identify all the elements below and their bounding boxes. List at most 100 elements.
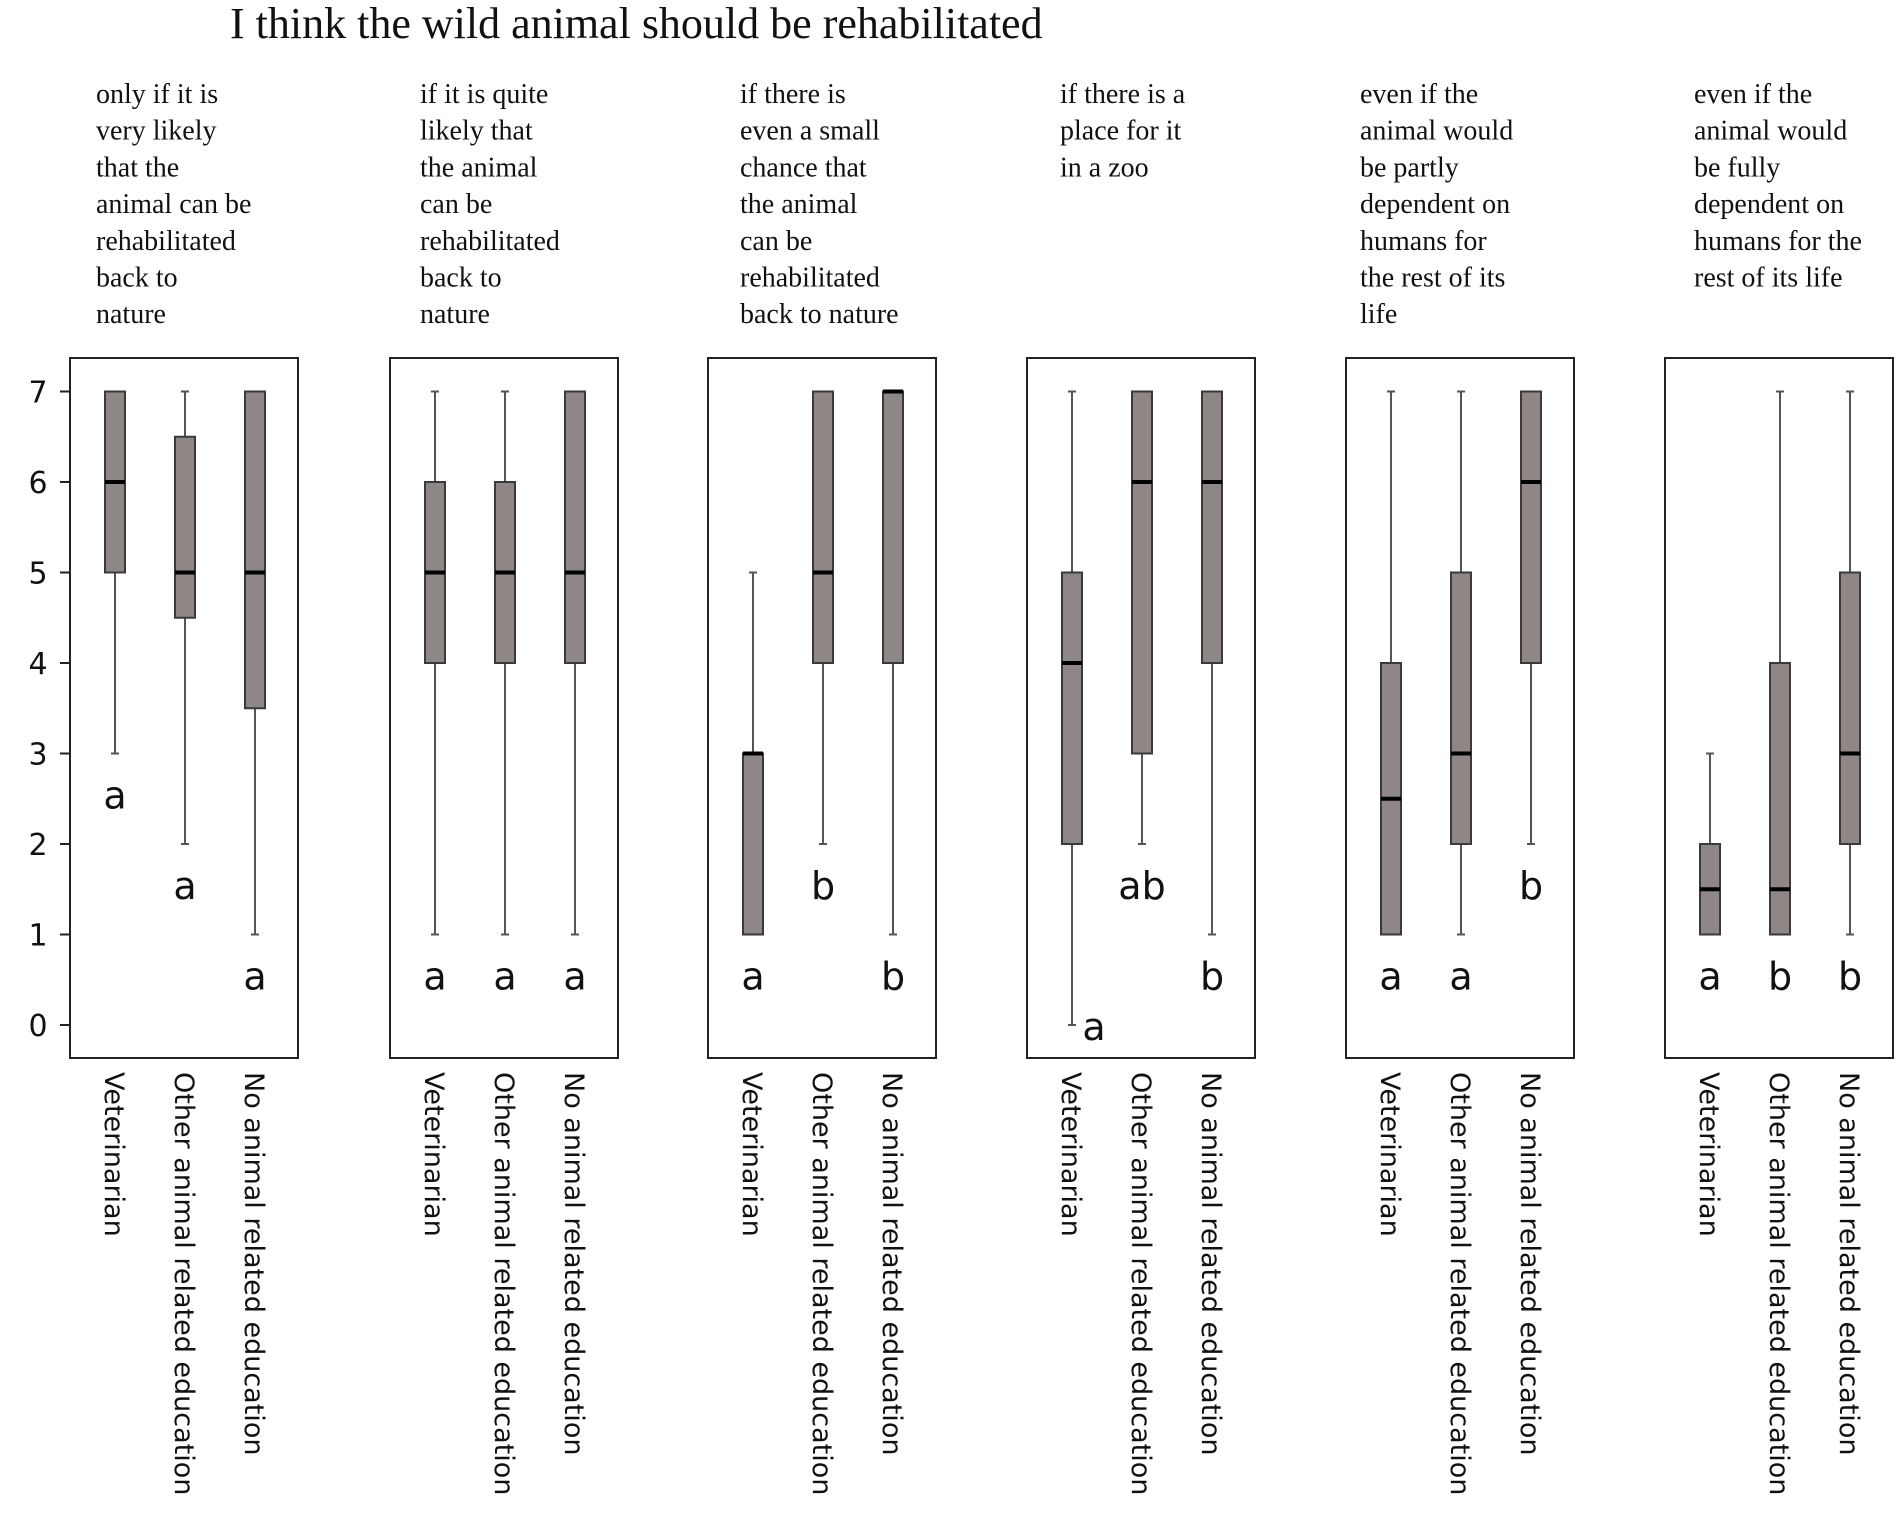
boxplot-2: a xyxy=(493,390,517,999)
significance-letter: a xyxy=(1082,1005,1105,1049)
category-label: Other animal related education xyxy=(488,1072,519,1495)
boxplot-2: a xyxy=(173,390,197,908)
category-label: No animal related education xyxy=(1833,1072,1864,1455)
category-label: Veterinarian xyxy=(98,1072,129,1237)
category-label: No animal related education xyxy=(558,1072,589,1455)
panel-caption-line: if it is quite xyxy=(420,79,548,110)
boxplot-3: b xyxy=(1838,390,1862,999)
panel-caption-line: even a small xyxy=(740,116,880,147)
panel-caption-line: can be xyxy=(740,226,812,257)
box-iqr xyxy=(1839,571,1861,845)
boxplot-3: a xyxy=(243,390,267,999)
significance-letter: a xyxy=(563,955,586,999)
panel-caption-line: if there is xyxy=(740,79,846,110)
panel-caption-line: dependent on xyxy=(1360,189,1510,220)
panel-caption-line: back to xyxy=(96,263,178,294)
category-label: Veterinarian xyxy=(1055,1072,1086,1237)
y-axis: 0 1 2 3 4 5 6 7 xyxy=(28,376,70,1044)
category-label: Other animal related education xyxy=(806,1072,837,1495)
chart-title: I think the wild animal should be rehabi… xyxy=(230,0,1043,48)
category-label: Other animal related education xyxy=(1125,1072,1156,1495)
panel-frame xyxy=(389,357,619,1059)
panel-caption: only if it is very likely that the animal c… xyxy=(96,79,251,330)
box-iqr xyxy=(882,390,904,664)
panel-caption-line: animal can be xyxy=(96,189,251,220)
panel-caption-line: very likely xyxy=(96,116,217,147)
boxplot-3: b xyxy=(881,389,905,999)
panel-caption-line: be fully xyxy=(1694,152,1780,183)
panel-caption-line: nature xyxy=(420,299,490,330)
y-tick-label: 7 xyxy=(28,376,47,411)
y-tick-label: 4 xyxy=(28,647,47,682)
panel-1: only if it is very likely that the animal c… xyxy=(69,79,299,1495)
box-iqr xyxy=(812,390,834,664)
panel-caption-line: the rest of its xyxy=(1360,263,1505,294)
boxplot-3: b xyxy=(1200,390,1224,999)
significance-letter: a xyxy=(173,864,196,908)
category-label: No animal related education xyxy=(238,1072,269,1455)
box-iqr xyxy=(1061,571,1083,845)
panel-caption-line: likely that xyxy=(420,116,533,147)
significance-letter: a xyxy=(1449,955,1472,999)
panel-caption-line: back to nature xyxy=(740,299,899,330)
panel-frame xyxy=(1345,357,1575,1059)
panel-caption-line: back to xyxy=(420,263,502,294)
category-label: Other animal related education xyxy=(1444,1072,1475,1495)
panel-caption-line: dependent on xyxy=(1694,189,1844,220)
significance-letter: b xyxy=(881,955,905,999)
panel-caption: if there is a place for it in a zoo xyxy=(1060,79,1186,183)
category-label: Other animal related education xyxy=(168,1072,199,1495)
panel-6: even if the animal would be fully dependent… xyxy=(1664,79,1894,1495)
panel-caption-line: rehabilitated xyxy=(96,226,236,257)
box-iqr xyxy=(1201,390,1223,664)
category-label: Other animal related education xyxy=(1763,1072,1794,1495)
panel-caption: if it is quite likely that the animal can b… xyxy=(420,79,560,330)
category-label: Veterinarian xyxy=(418,1072,449,1237)
box-iqr xyxy=(1520,390,1542,664)
boxplot-3: a xyxy=(563,390,587,999)
y-tick-label: 2 xyxy=(28,828,47,863)
significance-letter: b xyxy=(1768,955,1792,999)
panel-caption-line: if there is a xyxy=(1060,79,1186,110)
panel-3: if there is even a small chance that the an… xyxy=(707,79,937,1495)
y-tick-label: 6 xyxy=(28,466,47,501)
panel-caption-line: in a zoo xyxy=(1060,152,1149,183)
panel-frame xyxy=(1026,357,1256,1059)
panel-caption-line: can be xyxy=(420,189,492,220)
panel-caption-line: life xyxy=(1360,299,1397,330)
category-label: No animal related education xyxy=(1195,1072,1226,1455)
panel-caption-line: place for it xyxy=(1060,116,1181,147)
category-label: No animal related education xyxy=(876,1072,907,1455)
boxplot-1: a xyxy=(1379,390,1403,999)
panel-frame xyxy=(69,357,299,1059)
category-label: Veterinarian xyxy=(736,1072,767,1237)
panel-caption: even if the animal would be fully dependent… xyxy=(1694,79,1862,294)
y-tick-label: 0 xyxy=(28,1009,47,1044)
panel-caption-line: humans for the xyxy=(1694,226,1862,257)
panel-2: if it is quite likely that the animal can b… xyxy=(389,79,619,1495)
panel-frame xyxy=(1664,357,1894,1059)
significance-letter: a xyxy=(1379,955,1402,999)
panel-caption-line: humans for xyxy=(1360,226,1487,257)
box-iqr xyxy=(244,390,266,710)
y-tick-label: 3 xyxy=(28,738,47,773)
panel-caption: even if the animal would be partly dependen… xyxy=(1360,79,1513,330)
significance-letter: b xyxy=(1200,955,1224,999)
panel-caption-line: the animal xyxy=(420,152,538,183)
significance-letter: a xyxy=(423,955,446,999)
y-tick-label: 5 xyxy=(28,557,47,592)
panel-frame xyxy=(707,357,937,1059)
panel-caption-line: chance that xyxy=(740,152,867,183)
boxplot-3: b xyxy=(1519,390,1543,908)
boxplot-1: a xyxy=(1698,752,1722,999)
significance-letter: b xyxy=(811,864,835,908)
panel-caption-line: even if the xyxy=(1360,79,1478,110)
box-iqr xyxy=(1450,571,1472,845)
panel-5: even if the animal would be partly dependen… xyxy=(1345,79,1575,1495)
category-label: Veterinarian xyxy=(1693,1072,1724,1237)
panels: only if it is very likely that the animal c… xyxy=(69,79,1894,1495)
boxplot-1: a xyxy=(103,390,127,818)
significance-letter: ab xyxy=(1118,864,1165,908)
panel-caption-line: rehabilitated xyxy=(740,263,880,294)
